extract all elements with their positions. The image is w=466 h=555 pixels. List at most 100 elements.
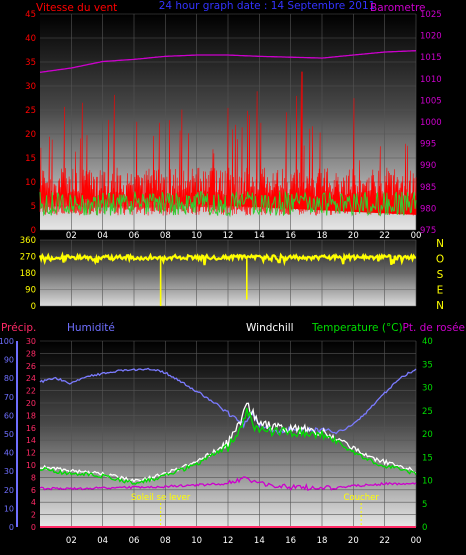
y-tick-label: 1010: [420, 75, 442, 85]
y-tick-label: 35: [422, 360, 433, 370]
wind-direction-series: [38, 251, 417, 306]
compass-label: O: [436, 254, 444, 266]
y-tick-label: 28: [26, 349, 36, 358]
y-tick-label: 40: [422, 337, 433, 347]
y-tick-label: 15: [422, 453, 433, 463]
y-tick-label: 22: [26, 387, 36, 396]
humidity-axis: 0 10 20 30 40 50 60 70 80 90 100: [0, 337, 18, 532]
x-tick-label: 10: [191, 536, 202, 546]
compass-label: S: [437, 269, 444, 281]
y-tick-label: 1000: [420, 118, 442, 128]
temp-panel-x-axis: 02 04 06 08 10 12 14 16 18 20 22 00: [66, 536, 421, 546]
x-tick-label: 12: [223, 231, 234, 241]
direction-axis: 0 90 180 270 360: [20, 236, 36, 312]
sun-marker-label: Coucher: [344, 493, 380, 503]
y-tick-label: 6: [31, 486, 36, 495]
direction-trace: [38, 251, 417, 267]
compass-label: N: [436, 300, 444, 312]
y-tick-label: 4: [31, 498, 36, 507]
y-tick-label: 25: [422, 407, 433, 417]
y-tick-label: 180: [20, 269, 36, 279]
y-tick-label: 8: [31, 473, 36, 482]
temp-panel-vertical-grid: [71, 341, 417, 527]
legend-temperature: Temperature (°C): [311, 322, 403, 334]
y-tick-label: 45: [25, 10, 36, 20]
y-tick-label: 0: [9, 523, 14, 532]
y-tick-label: 60: [4, 411, 14, 420]
barometer-axis-label: Barometre: [370, 2, 426, 14]
wind-panel-x-axis: 02 04 06 08 10 12 14 16 18 20 22 00: [66, 231, 421, 241]
y-tick-label: 995: [420, 140, 436, 150]
y-tick-label: 40: [25, 34, 36, 44]
y-tick-label: 40: [4, 449, 14, 458]
compass-label: E: [437, 285, 444, 297]
y-tick-label: 90: [25, 286, 36, 296]
wind-gust-series: [39, 190, 417, 218]
y-tick-label: 30: [25, 82, 36, 92]
y-tick-label: 360: [20, 236, 36, 246]
y-tick-label: 25: [25, 106, 36, 116]
y-tick-label: 100: [0, 337, 14, 346]
legend-precip: Précip.: [1, 322, 36, 334]
y-tick-label: 1020: [420, 32, 442, 42]
compass-label: N: [436, 238, 444, 250]
y-tick-label: 1005: [420, 96, 442, 106]
x-tick-label: 00: [411, 231, 422, 241]
y-tick-label: 26: [26, 362, 36, 371]
y-tick-label: 0: [31, 226, 36, 236]
x-tick-label: 16: [285, 536, 296, 546]
x-tick-label: 14: [254, 231, 265, 241]
x-tick-label: 02: [66, 231, 77, 241]
sun-event-markers: Soleil se lever Coucher: [131, 493, 379, 527]
wind-speed-axis: 0 5 10 15 20 25 30 35 40 45: [25, 10, 36, 236]
y-tick-label: 20: [26, 399, 36, 408]
x-tick-label: 04: [97, 231, 108, 241]
legend-dewpoint: Pt. de rosée: [403, 322, 466, 334]
y-tick-label: 10: [4, 504, 14, 513]
x-tick-label: 22: [379, 231, 390, 241]
barometer-axis: 975 980 985 990 995 1000 1005 1010 1015 1020 1025: [420, 10, 442, 236]
y-tick-label: 980: [420, 204, 436, 214]
x-tick-label: 18: [317, 231, 328, 241]
x-tick-label: 12: [223, 536, 234, 546]
temperature-series: [40, 407, 417, 485]
y-tick-label: 0: [31, 523, 36, 532]
y-tick-label: 30: [26, 337, 36, 346]
x-tick-label: 08: [160, 231, 171, 241]
y-tick-label: 985: [420, 183, 436, 193]
y-tick-label: 270: [20, 253, 36, 263]
y-tick-label: 975: [420, 226, 436, 236]
x-tick-label: 22: [379, 536, 390, 546]
y-tick-label: 20: [25, 130, 36, 140]
y-tick-label: 0: [422, 523, 427, 533]
y-tick-label: 1015: [420, 53, 442, 63]
windchill-series: [40, 402, 417, 483]
y-tick-label: 70: [4, 393, 14, 402]
y-tick-label: 20: [422, 430, 433, 440]
x-tick-label: 04: [97, 536, 108, 546]
y-tick-label: 5: [31, 202, 36, 212]
y-tick-label: 15: [25, 154, 36, 164]
y-tick-label: 50: [4, 430, 14, 439]
x-tick-label: 16: [285, 231, 296, 241]
x-tick-label: 14: [254, 536, 265, 546]
temperature-axis: 0 5 10 15 20 25 30 35 40: [422, 337, 433, 533]
y-tick-label: 2: [31, 511, 36, 520]
wind-speed-series: [39, 71, 417, 216]
y-tick-label: 16: [26, 424, 36, 433]
y-tick-label: 1025: [420, 10, 442, 20]
x-tick-label: 06: [129, 231, 140, 241]
x-tick-label: 02: [66, 536, 77, 546]
y-tick-label: 30: [4, 467, 14, 476]
y-tick-label: 20: [4, 486, 14, 495]
legend-humidity: Humidité: [67, 322, 115, 334]
x-tick-label: 08: [160, 536, 171, 546]
x-tick-label: 00: [411, 536, 422, 546]
chart-title: 24 hour graph date : 14 Septembre 2011: [159, 0, 376, 12]
x-tick-label: 20: [348, 231, 359, 241]
x-tick-label: 10: [191, 231, 202, 241]
barometer-series: [39, 50, 417, 73]
